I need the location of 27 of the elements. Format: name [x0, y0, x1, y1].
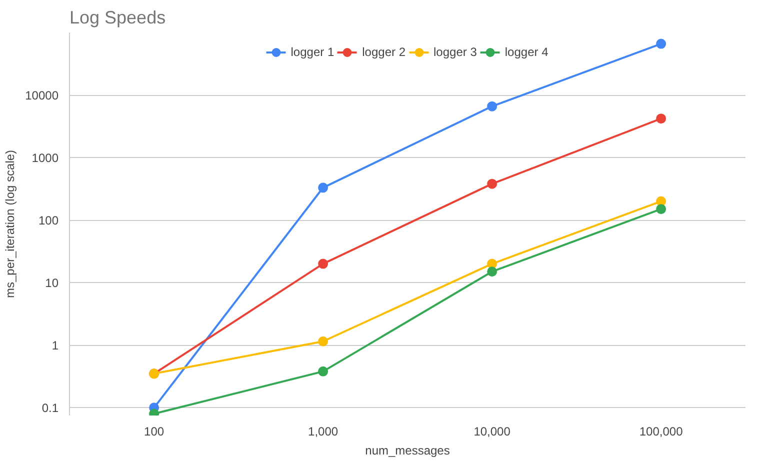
- y-tick-label: 100: [38, 214, 59, 228]
- chart-title: Log Speeds: [70, 8, 166, 28]
- y-tick-label: 1000: [32, 151, 59, 166]
- point: [487, 101, 498, 112]
- y-tick-label: 1: [52, 338, 59, 353]
- x-tick-label: 100: [144, 424, 164, 438]
- point: [487, 178, 498, 189]
- point: [318, 366, 328, 376]
- point: [318, 336, 328, 346]
- legend-label: logger 3: [434, 45, 477, 59]
- point: [656, 38, 666, 49]
- legend-label: logger 4: [504, 45, 548, 59]
- x-axis-title: num_messages: [365, 444, 450, 458]
- legend-label: logger 2: [362, 45, 406, 59]
- y-tick-label: 10: [45, 276, 59, 290]
- legend-label: logger 1: [290, 45, 334, 59]
- y-tick-label: 0.1: [42, 401, 59, 416]
- x-tick-label: 100,000: [639, 424, 684, 438]
- point: [318, 182, 328, 193]
- y-axis-title: ms_per_iteration (log scale): [3, 150, 18, 298]
- point: [656, 114, 666, 124]
- y-tick-label: 10000: [25, 88, 59, 103]
- point: [656, 204, 666, 214]
- point: [318, 258, 328, 269]
- x-tick-label: 10,000: [474, 424, 511, 438]
- point: [487, 266, 498, 277]
- x-tick-label: 1,000: [308, 424, 338, 438]
